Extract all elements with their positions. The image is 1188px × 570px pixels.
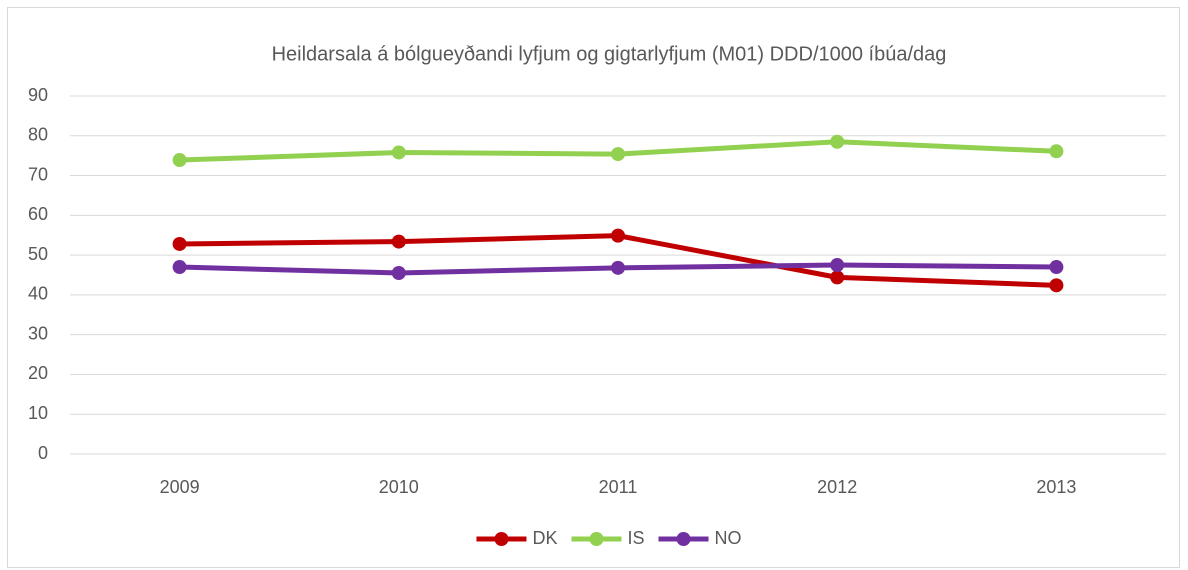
y-tick-label: 0 bbox=[38, 443, 48, 463]
x-tick-label: 2010 bbox=[379, 477, 419, 497]
x-tick-label: 2012 bbox=[817, 477, 857, 497]
point bbox=[172, 236, 187, 251]
legend-marker bbox=[589, 532, 604, 546]
point bbox=[830, 270, 845, 285]
point bbox=[391, 266, 406, 281]
point bbox=[391, 145, 406, 160]
point bbox=[611, 147, 625, 162]
y-tick-label: 80 bbox=[28, 125, 48, 145]
y-tick-label: 40 bbox=[28, 284, 48, 304]
x-tick-label: 2013 bbox=[1036, 477, 1076, 497]
y-tick-label: 30 bbox=[28, 323, 48, 343]
y-tick-label: 20 bbox=[28, 363, 48, 383]
point bbox=[830, 258, 845, 273]
point bbox=[391, 234, 406, 249]
point bbox=[172, 153, 187, 168]
point bbox=[611, 228, 625, 243]
y-tick-label: 90 bbox=[28, 85, 48, 105]
chart-frame bbox=[7, 7, 1180, 568]
point bbox=[1049, 260, 1064, 275]
point bbox=[1049, 144, 1064, 159]
legend-label: DK bbox=[532, 528, 557, 548]
legend-marker bbox=[676, 532, 691, 546]
y-tick-label: 60 bbox=[28, 204, 48, 224]
x-tick-label: 2009 bbox=[160, 477, 200, 497]
y-tick-label: 50 bbox=[28, 244, 48, 264]
point bbox=[830, 134, 845, 149]
legend-label: NO bbox=[715, 528, 742, 548]
chart-title: Heildarsala á bólgueyðandi lyfjum og gig… bbox=[272, 43, 947, 65]
x-tick-label: 2011 bbox=[599, 477, 638, 497]
point bbox=[1049, 278, 1064, 293]
legend-label: IS bbox=[628, 528, 645, 548]
point bbox=[172, 260, 187, 275]
y-tick-label: 70 bbox=[28, 164, 48, 184]
y-tick-label: 10 bbox=[28, 403, 48, 423]
legend-marker bbox=[494, 532, 509, 546]
point bbox=[611, 260, 625, 275]
